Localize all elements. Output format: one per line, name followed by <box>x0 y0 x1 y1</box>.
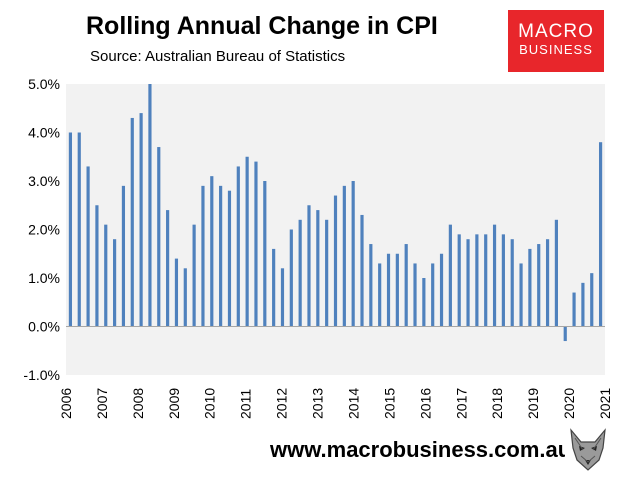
y-axis: -1.0% 0.0% 1.0% 2.0% 3.0% 4.0% 5.0% <box>23 76 60 383</box>
x-tick-label: 2015 <box>381 388 397 419</box>
bar <box>254 161 258 327</box>
bar <box>316 210 320 327</box>
bar <box>307 205 311 327</box>
x-tick-label: 2011 <box>238 389 254 419</box>
bar <box>342 185 346 327</box>
wolf-icon <box>565 426 611 472</box>
bar <box>68 132 73 327</box>
bar <box>360 214 364 327</box>
x-tick-label: 2019 <box>525 388 541 419</box>
bar <box>219 185 223 327</box>
y-tick-label: 3.0% <box>28 173 60 189</box>
bar <box>77 132 81 327</box>
bar <box>139 113 143 327</box>
bar <box>545 239 550 327</box>
bar <box>492 224 497 327</box>
bar <box>272 248 276 327</box>
bar <box>590 273 594 327</box>
bar <box>537 244 541 327</box>
x-tick-label: 2012 <box>274 388 290 419</box>
bar <box>227 190 232 327</box>
x-tick-label: 2008 <box>130 388 146 419</box>
bar <box>148 84 152 327</box>
y-tick-label: -1.0% <box>23 367 60 383</box>
y-tick-label: 5.0% <box>28 76 60 92</box>
bar <box>104 224 108 327</box>
y-tick-label: 2.0% <box>28 222 60 238</box>
y-tick-label: 4.0% <box>28 125 60 141</box>
bar <box>121 185 126 327</box>
bar <box>431 263 435 327</box>
bar <box>157 147 161 327</box>
bar <box>280 268 285 327</box>
bar <box>404 244 408 327</box>
macrobusiness-logo[interactable]: MACRO BUSINESS <box>508 10 604 72</box>
chart-title: Rolling Annual Change in CPI <box>86 12 438 40</box>
chart-subtitle: Source: Australian Bureau of Statistics <box>90 48 346 65</box>
x-axis: 2006 2007 2008 2009 2010 2011 2012 2013 2014 2015… <box>58 388 613 419</box>
x-tick-label: 2018 <box>489 388 505 419</box>
bar <box>466 239 470 327</box>
x-tick-label: 2007 <box>94 388 110 419</box>
bar <box>263 181 267 327</box>
bar <box>289 229 293 327</box>
x-tick-label: 2021 <box>597 388 613 419</box>
y-tick-label: 1.0% <box>28 270 60 286</box>
logo-line-2: BUSINESS <box>519 42 593 57</box>
bar <box>475 234 479 327</box>
bar <box>298 219 302 327</box>
bar <box>395 253 399 327</box>
bar <box>183 268 187 327</box>
bar <box>598 142 603 327</box>
x-tick-label: 2006 <box>58 388 74 419</box>
bar <box>201 185 205 327</box>
bar <box>457 234 461 327</box>
bar <box>386 253 391 327</box>
bar <box>95 205 99 327</box>
website-url[interactable]: www.macrobusiness.com.au <box>270 437 572 462</box>
bar <box>528 248 532 327</box>
bar <box>113 239 117 327</box>
bar <box>484 234 488 327</box>
x-tick-label: 2017 <box>453 388 469 419</box>
bar <box>572 292 576 327</box>
x-tick-label: 2020 <box>561 388 577 419</box>
bar <box>351 181 355 327</box>
bar <box>130 117 134 327</box>
bar <box>448 224 452 327</box>
bar-series <box>68 84 603 342</box>
bar <box>166 210 170 327</box>
bar <box>510 239 514 327</box>
x-tick-label: 2013 <box>310 388 326 419</box>
bar <box>192 224 196 327</box>
bar <box>174 258 179 327</box>
x-tick-label: 2014 <box>346 388 362 419</box>
bar <box>210 176 214 327</box>
bar <box>245 156 249 327</box>
bar <box>501 234 505 327</box>
bar <box>236 166 240 327</box>
bar <box>554 219 558 327</box>
bar <box>563 326 567 342</box>
bar <box>378 263 382 327</box>
y-tick-label: 0.0% <box>28 319 60 335</box>
bar <box>519 263 523 327</box>
bar <box>369 244 373 327</box>
bar <box>86 166 90 327</box>
bar <box>333 195 338 327</box>
x-tick-label: 2009 <box>166 388 182 419</box>
x-tick-label: 2016 <box>417 388 433 419</box>
bar <box>413 263 417 327</box>
cpi-bar-chart: -1.0%0.0%1.0%2.0%3.0%4.0%5.0% 2006 2007 20… <box>23 76 613 419</box>
bar <box>422 278 426 327</box>
x-tick-label: 2010 <box>202 388 218 419</box>
bar <box>325 219 329 327</box>
bar <box>581 282 585 327</box>
bar <box>439 253 444 327</box>
logo-line-1: MACRO <box>518 21 594 42</box>
